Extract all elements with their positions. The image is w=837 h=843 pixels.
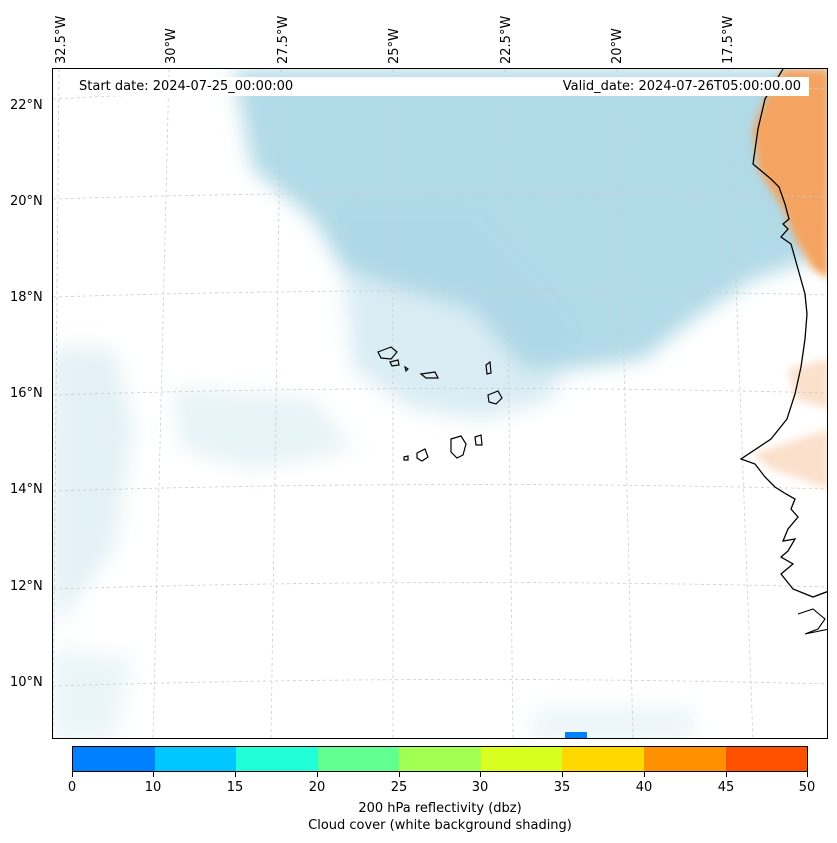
colorbar-tick-label: 30	[471, 780, 489, 795]
colorbar-tick-label: 45	[717, 780, 735, 795]
colorbar-tick-label: 50	[798, 780, 816, 795]
colorbar-tick	[235, 772, 236, 777]
colorbar-tick-label: 0	[67, 780, 77, 795]
date-info-box: Start date: 2024-07-25_00:00:00 Valid_da…	[73, 77, 809, 96]
colorbar-segment	[236, 747, 318, 771]
colorbar-tick	[644, 772, 645, 777]
lon-label: 22.5°W	[499, 15, 514, 64]
start-date: Start date: 2024-07-25_00:00:00	[79, 79, 294, 94]
map-canvas	[53, 69, 827, 738]
colorbar-tick-label: 10	[144, 780, 162, 795]
colorbar-tick	[807, 772, 808, 777]
colorbar-tick	[726, 772, 727, 777]
graticule	[53, 69, 827, 738]
reflectivity-cell	[565, 732, 587, 738]
lat-label: 18°N	[10, 290, 43, 305]
coast-detail	[797, 608, 827, 635]
colorbar-segment	[643, 747, 726, 771]
colorbar-segment	[73, 747, 155, 771]
lon-label: 32.5°W	[54, 15, 69, 64]
colorbar-segment	[725, 747, 808, 771]
map-panel[interactable]: Start date: 2024-07-25_00:00:00 Valid_da…	[52, 68, 828, 739]
colorbar-title: 200 hPa reflectivity (dbz)	[358, 801, 522, 816]
colorbar-segment	[154, 747, 237, 771]
colorbar-tick	[72, 772, 73, 777]
lat-label: 22°N	[10, 98, 43, 113]
lat-label: 10°N	[10, 675, 43, 690]
colorbar-tick-label: 20	[308, 780, 326, 795]
colorbar-tick	[480, 772, 481, 777]
colorbar-segment	[562, 747, 644, 771]
lat-label: 14°N	[10, 482, 43, 497]
colorbar-segment	[317, 747, 400, 771]
land-shading	[753, 69, 827, 489]
cape-verde-islands	[377, 346, 503, 462]
colorbar-segment	[480, 747, 563, 771]
colorbar-tick-label: 25	[390, 780, 408, 795]
lon-label: 17.5°W	[721, 15, 736, 64]
colorbar-subtitle: Cloud cover (white background shading)	[308, 818, 572, 833]
colorbar-tick	[153, 772, 154, 777]
colorbar-tick-label: 15	[226, 780, 244, 795]
lon-label: 25°W	[387, 28, 402, 64]
lat-label: 16°N	[10, 386, 43, 401]
colorbar-tick	[399, 772, 400, 777]
colorbar-tick	[562, 772, 563, 777]
lat-label: 12°N	[10, 579, 43, 594]
colorbar-tick	[317, 772, 318, 777]
colorbar	[72, 746, 808, 772]
cloud-cover-shading	[53, 69, 827, 738]
lat-label: 20°N	[10, 194, 43, 209]
colorbar-segment	[399, 747, 481, 771]
colorbar-tick-label: 35	[553, 780, 571, 795]
lon-label: 30°W	[164, 28, 179, 64]
africa-coastline	[739, 69, 827, 598]
lon-label: 20°W	[610, 28, 625, 64]
valid-date: Valid_date: 2024-07-26T05:00:00.00	[562, 79, 801, 94]
colorbar-tick-label: 40	[635, 780, 653, 795]
lon-label: 27.5°W	[276, 15, 291, 64]
